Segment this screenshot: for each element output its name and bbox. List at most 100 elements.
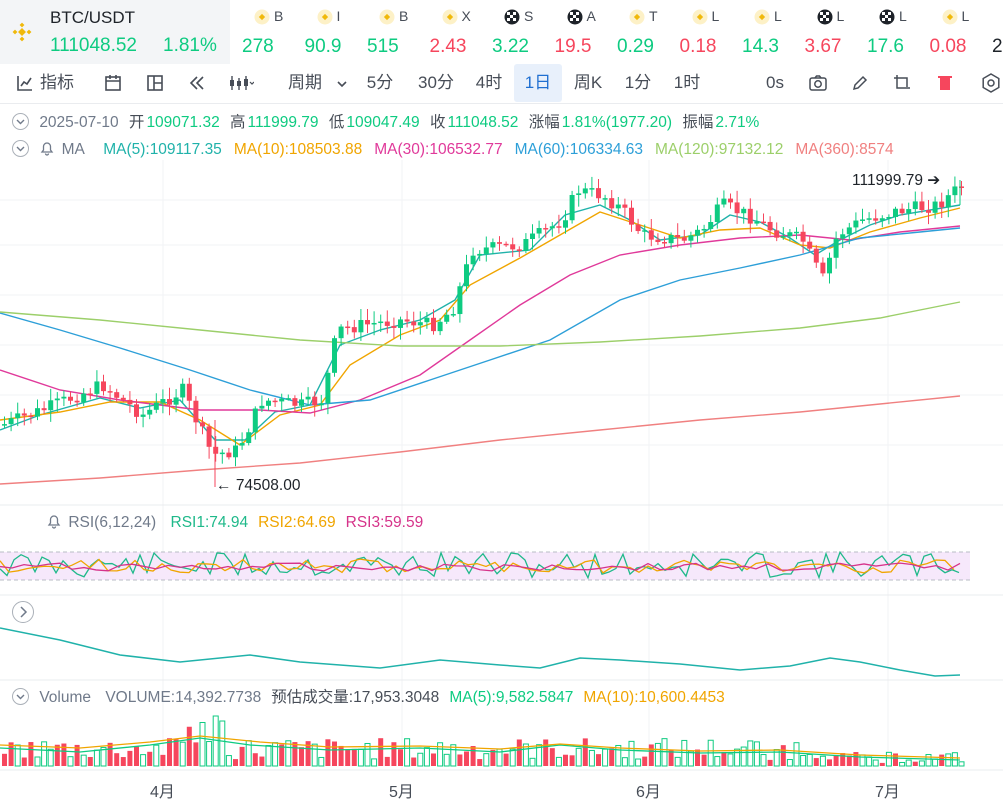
volume-bar — [701, 754, 707, 766]
draw-button[interactable] — [848, 64, 872, 102]
candle — [899, 203, 905, 216]
candle — [530, 224, 535, 250]
bell-icon[interactable] — [39, 140, 55, 156]
volume-bar — [899, 761, 906, 767]
interval-tab[interactable]: 周K — [573, 73, 603, 92]
rewind-button[interactable] — [184, 64, 210, 102]
candle — [378, 314, 384, 332]
x-axis-label-jun: 6月 — [636, 784, 661, 801]
low-value: 109047.49 — [346, 114, 420, 131]
interval-tab[interactable]: 1时 — [673, 73, 701, 92]
volume-bar — [47, 748, 54, 767]
candle — [648, 219, 654, 247]
collapse-toggle[interactable] — [12, 113, 29, 130]
candle — [919, 191, 925, 213]
candle — [54, 392, 60, 412]
candle — [365, 308, 370, 334]
indicators-button[interactable]: 指标 — [10, 64, 90, 102]
candle — [325, 370, 331, 415]
interval-tab[interactable]: 5分 — [366, 73, 394, 92]
open-value: 109071.32 — [146, 114, 220, 131]
volume-bar — [477, 759, 483, 766]
interval-tab[interactable]: 4时 — [475, 73, 503, 92]
ticker-item[interactable]: L 3.67 — [803, 0, 865, 64]
screenshot-button[interactable] — [806, 64, 830, 102]
candle — [549, 221, 555, 237]
volume-bar — [134, 746, 139, 766]
ma-collapse-toggle[interactable] — [12, 140, 29, 157]
ticker-item-value: 0.08 — [929, 36, 967, 57]
legend-item: VOLUME:14,392.7738 — [105, 689, 262, 706]
candle — [153, 393, 159, 414]
candle — [873, 209, 879, 225]
ticker-item[interactable]: X 2.43 — [428, 0, 490, 64]
bell-icon[interactable] — [46, 513, 62, 529]
ticker-item[interactable]: T 0.29 — [615, 0, 677, 64]
delete-button[interactable] — [934, 64, 956, 102]
ticker-item[interactable]: S 3.22 — [490, 0, 552, 64]
candle — [912, 191, 918, 216]
candle — [563, 210, 568, 234]
ticker-item[interactable]: B 515 — [365, 0, 427, 64]
ticker-item[interactable]: A 19.5 — [553, 0, 615, 64]
volume-label: Volume — [39, 689, 92, 706]
candle-type-button[interactable] — [226, 64, 260, 102]
calendar-button[interactable] — [100, 64, 126, 102]
interval-tab[interactable]: 30分 — [418, 73, 454, 92]
volume-bar — [206, 741, 213, 767]
candle — [470, 247, 476, 271]
last-price: 111048.52 — [50, 35, 137, 56]
candle — [483, 236, 489, 262]
ticker-item[interactable]: L 17.6 — [865, 0, 927, 64]
legend-item: RSI2:64.69 — [258, 514, 336, 531]
candle — [503, 241, 509, 247]
volume-bar — [186, 726, 192, 766]
volume-bar — [179, 741, 186, 767]
candle — [398, 316, 403, 340]
ticker-main-btc[interactable]: BTC/USDT 111048.52 1.81% — [0, 0, 230, 64]
candle — [147, 403, 153, 420]
settings-button[interactable] — [978, 64, 1002, 102]
candle — [714, 197, 720, 229]
ticker-item-name: L — [961, 8, 970, 24]
crop-button[interactable] — [890, 64, 914, 102]
sub-indicator-line — [0, 627, 961, 677]
ticker-item[interactable]: B 278 — [240, 0, 302, 64]
volume-bar — [536, 744, 543, 767]
ma-legend-row: MA MA(5):109117.35 MA(10):108503.88 MA(30)… — [0, 138, 1003, 162]
ticker-item[interactable]: L 0.18 — [678, 0, 740, 64]
expand-toggle[interactable] — [12, 601, 34, 623]
volume-bar — [727, 753, 734, 767]
ticker-item[interactable]: L 14.3 — [740, 0, 802, 64]
volume-bar — [800, 754, 807, 767]
ticker-item-name: L — [899, 8, 907, 24]
volume-bar — [819, 755, 826, 767]
volume-bar — [740, 746, 747, 767]
interval-tab[interactable]: 1日 — [514, 64, 562, 102]
candle — [279, 393, 285, 412]
volume-bar — [939, 754, 945, 766]
volume-bar — [549, 748, 555, 766]
ticker-item[interactable]: S2 — [990, 0, 1003, 64]
candle — [510, 237, 516, 257]
volume-bar — [747, 740, 754, 767]
volume-bar — [642, 756, 648, 766]
volume-bar — [114, 753, 120, 766]
period-dropdown[interactable]: 周期 — [288, 64, 350, 102]
volume-bar — [67, 756, 74, 767]
candle — [721, 190, 727, 208]
candle — [642, 224, 648, 243]
layout-button[interactable] — [142, 64, 168, 102]
volume-bar — [529, 757, 536, 767]
volume-bar — [338, 745, 344, 766]
checker-icon — [567, 9, 582, 25]
interval-tab[interactable]: 1分 — [624, 73, 652, 92]
volume-collapse-toggle[interactable] — [12, 688, 29, 705]
volume-bar — [879, 762, 885, 766]
volume-bar — [483, 753, 490, 767]
ticker-item[interactable]: L 0.08 — [928, 0, 990, 64]
ticker-item[interactable]: I 90.9 — [303, 0, 365, 64]
candle — [602, 194, 608, 208]
candle — [173, 389, 179, 413]
